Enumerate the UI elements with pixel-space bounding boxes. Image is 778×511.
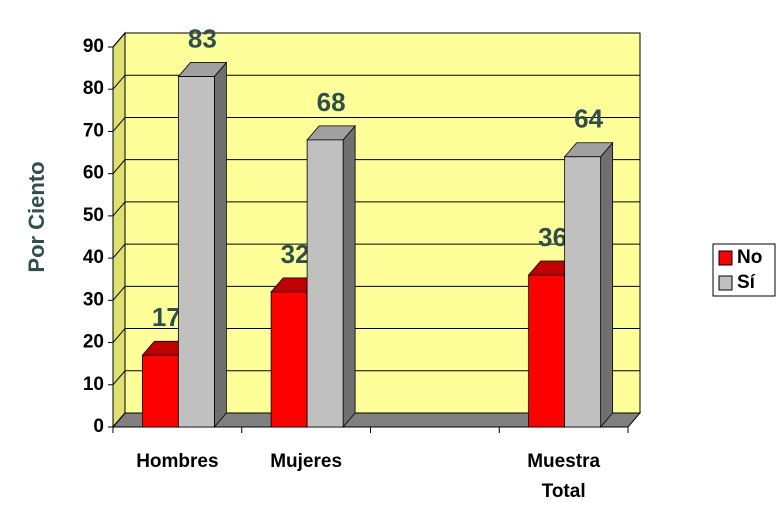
grid-line — [112, 32, 640, 48]
y-tick-label: 10 — [83, 374, 104, 395]
y-tick-label: 80 — [83, 78, 104, 99]
y-tick-label: 60 — [83, 163, 104, 184]
bar-side — [342, 124, 356, 429]
grid-line — [112, 285, 640, 301]
bar — [528, 274, 566, 428]
legend-label: Sí — [737, 272, 756, 293]
x-tick-label: Muestra Total — [527, 451, 601, 502]
x-tick-label: Mujeres — [270, 451, 343, 472]
grid-line — [112, 74, 640, 90]
data-label: 17 — [152, 302, 181, 332]
data-label: 36 — [538, 222, 567, 252]
legend-swatch — [718, 250, 733, 266]
bar — [270, 291, 308, 428]
bar-side — [600, 141, 614, 429]
y-tick-label: 70 — [83, 120, 104, 141]
legend-label: No — [737, 247, 762, 268]
y-tick-label: 30 — [83, 289, 104, 310]
data-label: 64 — [574, 104, 603, 134]
bar — [177, 76, 215, 428]
y-tick-label: 90 — [83, 36, 104, 57]
grid-line — [112, 412, 640, 428]
grid-line — [112, 370, 640, 386]
bar — [141, 354, 179, 428]
grid-line — [112, 159, 640, 174]
y-axis-label: Por Ciento — [24, 161, 49, 272]
y-tick-label: 50 — [83, 205, 104, 226]
grid-line — [112, 116, 640, 132]
bar — [564, 156, 602, 428]
y-tick-label: 20 — [83, 332, 104, 353]
side-wall — [112, 31, 126, 429]
y-tick-label: 0 — [93, 416, 104, 437]
data-label: 83 — [188, 23, 217, 53]
grid-line — [112, 201, 640, 217]
grid-line — [112, 328, 640, 343]
grid-line — [112, 243, 640, 259]
x-tick-label: Hombres — [136, 451, 219, 472]
bar-side — [213, 61, 227, 429]
data-label: 68 — [317, 87, 346, 117]
data-label: 32 — [281, 239, 310, 269]
bar — [306, 139, 344, 428]
y-tick-label: 40 — [83, 247, 104, 268]
legend-swatch — [718, 275, 733, 291]
